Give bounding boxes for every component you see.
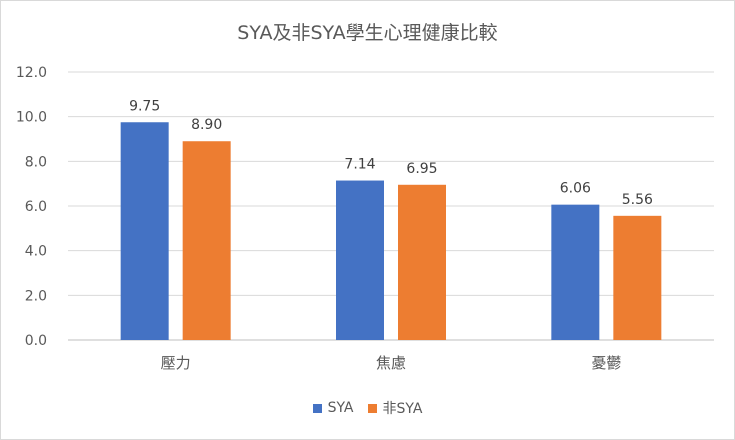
y-tick-label: 10.0 — [16, 110, 47, 126]
data-label: 7.14 — [344, 157, 375, 173]
legend-swatch-non-sya — [367, 403, 377, 413]
legend-label-non-sya: 非SYA — [382, 401, 423, 417]
bar-sya — [120, 122, 169, 340]
data-label: 5.56 — [622, 192, 653, 208]
y-tick-label: 6.0 — [25, 199, 47, 215]
bar-sya — [551, 204, 600, 340]
legend-label-sya: SYA — [327, 400, 354, 416]
legend: SYA 非SYA — [0, 398, 735, 418]
bar-non-sya — [613, 215, 662, 340]
bar-sya — [336, 180, 384, 340]
legend-item-sya: SYA — [312, 398, 354, 418]
data-label: 6.95 — [406, 161, 437, 177]
bars: 9.75 8.90 7.14 6.95 6.06 5.56 — [120, 98, 662, 340]
x-category-label: 憂鬱 — [591, 354, 621, 372]
x-category-label: 焦慮 — [376, 354, 406, 372]
legend-swatch-sya — [312, 403, 322, 413]
y-tick-label: 12.0 — [16, 65, 47, 81]
x-axis: 壓力 焦慮 憂鬱 — [161, 354, 622, 372]
bar-non-sya — [182, 141, 231, 340]
data-label: 8.90 — [191, 117, 222, 133]
y-tick-label: 2.0 — [25, 288, 47, 304]
y-tick-label: 0.0 — [25, 333, 47, 349]
bar-non-sya — [398, 184, 446, 340]
x-category-label: 壓力 — [161, 354, 191, 372]
gridlines — [68, 71, 714, 341]
y-tick-label: 8.0 — [25, 154, 47, 170]
y-axis: 0.0 2.0 4.0 6.0 8.0 10.0 12.0 — [16, 65, 47, 349]
chart-title: SYA及非SYA學生心理健康比較 — [237, 22, 498, 44]
data-label: 6.06 — [560, 181, 591, 197]
legend-item-non-sya: 非SYA — [367, 398, 423, 418]
y-tick-label: 4.0 — [25, 244, 47, 260]
data-label: 9.75 — [129, 98, 160, 114]
